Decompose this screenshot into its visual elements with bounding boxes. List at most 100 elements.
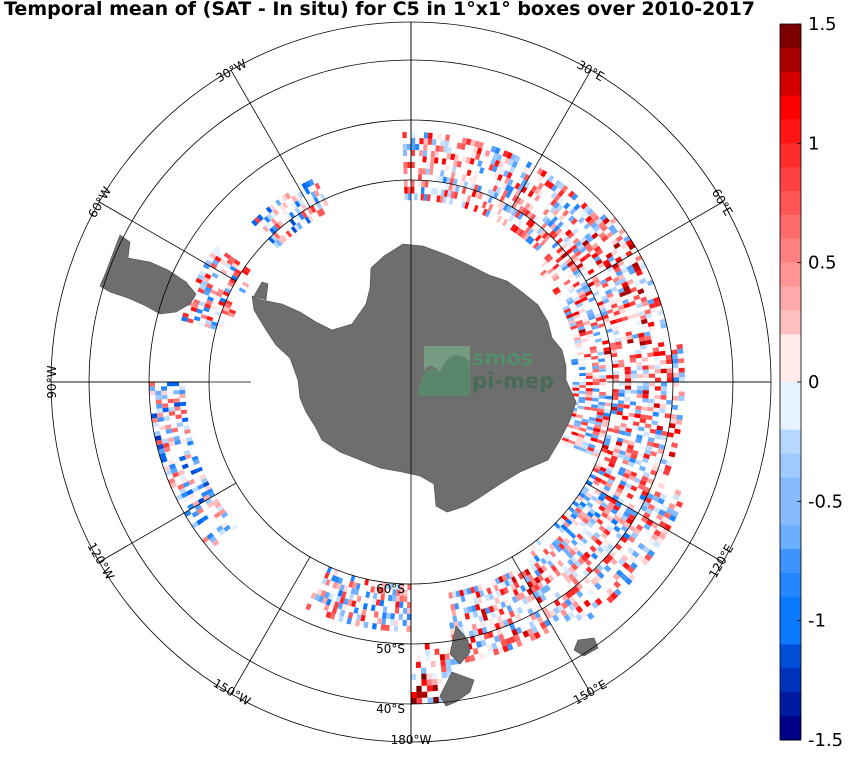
data-cell [575, 439, 583, 445]
data-cell [546, 553, 554, 561]
data-cell [661, 382, 667, 387]
data-cell [439, 654, 446, 661]
data-cell [671, 404, 678, 410]
data-cell [461, 200, 467, 209]
data-cell [310, 198, 317, 206]
data-cell [191, 302, 199, 309]
data-cell [496, 615, 503, 623]
data-cell [607, 213, 615, 221]
data-cell [669, 418, 677, 424]
data-cell [319, 193, 326, 201]
data-cell [227, 312, 235, 318]
data-cell [609, 345, 617, 351]
data-cell [676, 343, 683, 350]
data-cell [364, 578, 369, 586]
data-cell [577, 325, 585, 331]
data-cell [677, 348, 684, 354]
meridian-line [585, 201, 723, 282]
data-cell [660, 504, 669, 512]
data-cell [599, 329, 607, 335]
meridian-line [99, 201, 237, 282]
data-cell [492, 185, 498, 192]
data-cell [451, 184, 457, 192]
data-cell [610, 349, 617, 354]
data-cell [443, 146, 449, 153]
data-cell [624, 451, 632, 458]
data-cell [606, 375, 613, 379]
data-cell [484, 149, 491, 157]
data-cell [167, 398, 174, 404]
data-cell [477, 584, 483, 592]
data-cell [521, 207, 528, 215]
data-cell [657, 497, 665, 505]
data-cell [537, 196, 544, 204]
data-cell [558, 214, 566, 222]
data-cell [548, 543, 556, 551]
data-cell [572, 281, 581, 288]
data-cell [225, 299, 233, 306]
data-cell [568, 319, 576, 325]
data-cell [592, 467, 600, 474]
data-cell [585, 449, 594, 456]
data-cell [636, 389, 643, 395]
data-cell [571, 431, 579, 437]
data-cell [648, 394, 655, 399]
data-cell [677, 410, 684, 416]
data-cell [645, 339, 652, 345]
data-cell [572, 578, 580, 586]
data-cell [421, 180, 426, 188]
data-cell [442, 196, 447, 204]
data-cell [606, 292, 614, 299]
data-cell [646, 441, 654, 447]
data-cell [576, 590, 584, 598]
data-cell [502, 645, 509, 653]
data-cell [506, 643, 514, 651]
data-cell [212, 498, 220, 505]
data-cell [431, 138, 437, 146]
meridian-line [230, 70, 311, 208]
data-cell [487, 203, 494, 212]
data-cell [630, 453, 638, 460]
data-cell [507, 178, 514, 186]
data-cell [600, 532, 608, 540]
data-cell [615, 270, 624, 277]
data-cell [470, 183, 476, 190]
data-cell [453, 178, 458, 186]
data-cell [278, 204, 286, 212]
data-cell [314, 593, 321, 602]
colorbar-tick-label: -0.5 [808, 491, 843, 512]
data-cell [337, 602, 344, 610]
data-cell [593, 255, 601, 263]
data-cell [599, 451, 607, 457]
data-cell [552, 225, 560, 233]
data-cell [610, 303, 618, 309]
data-cell [339, 609, 346, 617]
data-cell [530, 185, 538, 193]
data-cell [406, 614, 411, 620]
data-cell [606, 308, 614, 315]
data-cell [570, 325, 578, 330]
data-cell [560, 564, 568, 572]
data-cell [556, 221, 564, 229]
data-cell [602, 340, 610, 345]
data-cell [551, 232, 559, 240]
data-cell [595, 418, 603, 423]
data-cell [149, 390, 156, 396]
data-cell [474, 603, 481, 611]
data-cell [175, 494, 183, 501]
meridian-line [99, 482, 237, 563]
data-cell [612, 306, 619, 313]
data-cell [666, 399, 673, 405]
data-cell [658, 412, 666, 418]
colorbar-segment [780, 477, 801, 502]
data-cell [356, 613, 362, 621]
data-cell [624, 389, 631, 394]
data-cell [480, 608, 487, 616]
data-cell [508, 214, 515, 223]
data-cell [513, 581, 520, 589]
data-cell [442, 176, 448, 184]
data-cell [637, 382, 643, 386]
data-cell [456, 142, 462, 150]
data-cell [572, 390, 580, 394]
data-cell [464, 612, 470, 620]
